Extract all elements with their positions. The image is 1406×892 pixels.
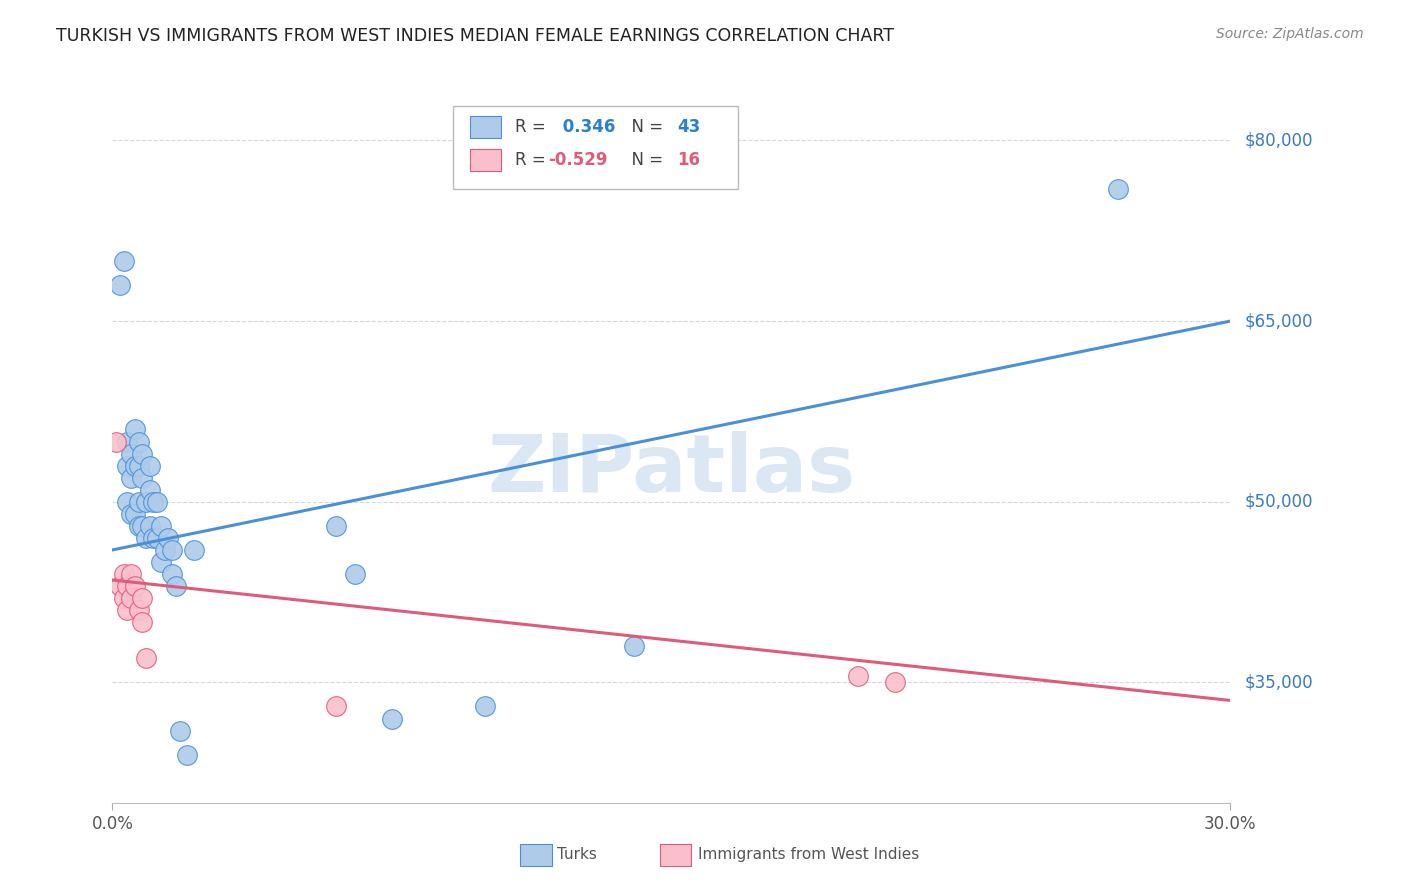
Point (135, 494, 157, 508)
Point (142, 531, 165, 545)
Text: Source: ZipAtlas.com: Source: ZipAtlas.com (1216, 27, 1364, 41)
Point (112, 253, 135, 268)
Text: N =: N = (621, 151, 668, 169)
Point (112, 591, 135, 605)
Point (1108, 181, 1130, 195)
Point (325, 519, 347, 533)
Point (138, 519, 162, 533)
Point (176, 747, 198, 762)
Point (124, 507, 146, 521)
Point (169, 723, 191, 738)
Point (160, 567, 183, 582)
Point (124, 423, 146, 437)
Text: $35,000: $35,000 (1244, 673, 1313, 691)
Text: 43: 43 (676, 119, 700, 136)
FancyBboxPatch shape (520, 844, 551, 865)
Point (160, 542, 183, 557)
FancyBboxPatch shape (470, 149, 502, 170)
Point (128, 494, 150, 508)
Point (128, 458, 150, 473)
Point (153, 542, 176, 557)
Text: N =: N = (621, 119, 668, 136)
Text: 0.346: 0.346 (557, 119, 616, 136)
Text: TURKISH VS IMMIGRANTS FROM WEST INDIES MEDIAN FEMALE EARNINGS CORRELATION CHART: TURKISH VS IMMIGRANTS FROM WEST INDIES M… (56, 27, 894, 45)
Point (884, 675, 907, 690)
Point (112, 567, 135, 582)
Point (128, 434, 150, 449)
Text: -0.529: -0.529 (548, 151, 607, 169)
Point (108, 277, 131, 292)
Point (120, 507, 142, 521)
Point (131, 446, 153, 460)
Point (146, 494, 169, 508)
Point (131, 519, 153, 533)
Text: Immigrants from West Indies: Immigrants from West Indies (699, 847, 920, 863)
Point (128, 603, 150, 617)
Point (138, 483, 162, 497)
FancyBboxPatch shape (453, 105, 738, 189)
Point (105, 434, 128, 449)
Text: ZIPatlas: ZIPatlas (488, 432, 855, 509)
Text: R =: R = (515, 151, 551, 169)
Point (135, 531, 157, 545)
Point (165, 579, 187, 593)
Point (343, 567, 366, 582)
Text: $65,000: $65,000 (1244, 312, 1313, 330)
Point (183, 542, 205, 557)
Point (381, 712, 404, 726)
Point (117, 579, 139, 593)
Point (325, 699, 347, 714)
Point (149, 519, 172, 533)
Point (146, 531, 169, 545)
Point (120, 567, 142, 582)
Point (117, 494, 139, 508)
Text: $50,000: $50,000 (1244, 492, 1313, 511)
Point (117, 458, 139, 473)
Point (131, 615, 153, 630)
Point (117, 434, 139, 449)
Point (138, 458, 162, 473)
Text: 16: 16 (676, 151, 700, 169)
Point (120, 591, 142, 605)
FancyBboxPatch shape (470, 117, 502, 138)
Point (128, 519, 150, 533)
Point (135, 651, 157, 665)
Point (157, 531, 180, 545)
Point (120, 446, 142, 460)
Point (474, 699, 496, 714)
Point (623, 639, 645, 653)
Text: $80,000: $80,000 (1244, 131, 1313, 150)
Point (108, 579, 131, 593)
Text: Turks: Turks (557, 847, 598, 863)
Point (117, 603, 139, 617)
Point (124, 458, 146, 473)
Point (142, 494, 165, 508)
FancyBboxPatch shape (661, 844, 692, 865)
Point (131, 471, 153, 485)
Point (131, 591, 153, 605)
Point (120, 471, 142, 485)
Point (846, 669, 869, 683)
Point (124, 579, 146, 593)
Point (149, 555, 172, 569)
Text: R =: R = (515, 119, 551, 136)
